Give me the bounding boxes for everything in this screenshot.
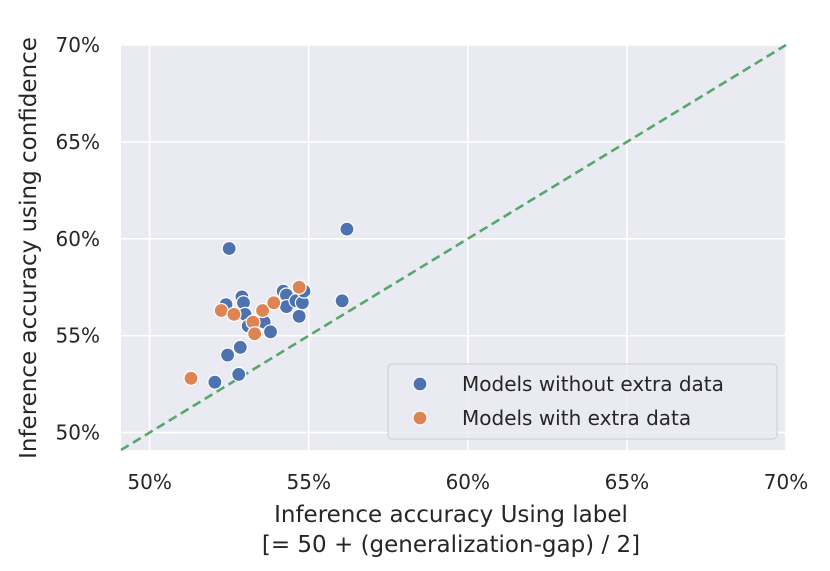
x-tick-label: 70% <box>764 470 808 494</box>
legend-marker-with-extra <box>412 410 428 426</box>
point-with-extra-data <box>226 306 242 322</box>
point-without-extra-data <box>262 324 279 340</box>
point-without-extra-data <box>207 374 223 390</box>
point-with-extra-data <box>183 370 199 386</box>
x-tick-label: 55% <box>287 470 331 494</box>
reference-line-group <box>120 43 787 452</box>
point-without-extra-data <box>231 366 247 383</box>
x-tick-label: 65% <box>605 470 649 494</box>
point-with-extra-data <box>254 302 271 319</box>
point-with-extra-data <box>291 279 307 295</box>
point-without-extra-data <box>221 240 237 257</box>
point-without-extra-data <box>291 308 307 324</box>
legend-label-with-extra: Models with extra data <box>462 406 691 430</box>
x-axis-title: Inference accuracy Using label <box>274 502 628 528</box>
x-tick-label: 60% <box>446 470 490 494</box>
x-tick-labels: 50% 55% 60% 65% 70% <box>127 470 808 494</box>
y-tick-label: 50% <box>56 421 100 445</box>
legend-label-without-extra: Models without extra data <box>462 372 724 396</box>
y-tick-label: 65% <box>56 130 100 154</box>
legend-box <box>387 363 778 440</box>
reference-line <box>120 43 787 452</box>
legend-marker-without-extra <box>412 376 428 392</box>
point-without-extra-data <box>339 221 355 237</box>
data-points <box>183 221 355 390</box>
point-with-extra-data <box>266 295 282 311</box>
point-without-extra-data <box>219 347 236 363</box>
x-tick-label: 50% <box>127 470 171 494</box>
y-tick-label: 55% <box>56 324 100 348</box>
point-with-extra-data <box>247 326 263 342</box>
point-without-extra-data <box>232 339 248 355</box>
y-tick-label: 60% <box>56 227 100 251</box>
y-axis-title: Inference accuracy using confidence <box>16 37 42 459</box>
y-tick-label: 70% <box>56 33 100 57</box>
point-with-extra-data <box>213 302 229 319</box>
x-axis-title-line2: [= 50 + (generalization-gap) / 2] <box>262 532 640 558</box>
point-without-extra-data <box>334 293 350 309</box>
legend: Models without extra data Models with ex… <box>387 363 778 440</box>
y-tick-labels: 50% 55% 60% 65% 70% <box>56 33 100 445</box>
